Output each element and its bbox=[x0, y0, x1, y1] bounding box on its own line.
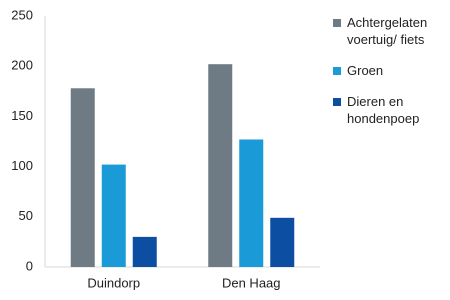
y-tick-label: 150 bbox=[11, 108, 33, 123]
legend-swatch bbox=[333, 19, 341, 27]
legend-item: Dieren en hondenpoep bbox=[333, 93, 448, 127]
bar bbox=[70, 88, 95, 268]
y-tick-label: 100 bbox=[11, 158, 33, 173]
bar bbox=[239, 139, 264, 267]
legend-label: Dieren en hondenpoep bbox=[347, 94, 420, 126]
legend-item: Achtergelaten voertuig/ fiets bbox=[333, 14, 448, 48]
legend-item: Groen bbox=[333, 62, 448, 79]
x-tick-label: Duindorp bbox=[87, 275, 140, 290]
legend-label: Groen bbox=[347, 63, 384, 78]
x-tick-label: Den Haag bbox=[222, 275, 281, 290]
bar bbox=[270, 217, 295, 267]
y-tick-label: 50 bbox=[19, 208, 33, 223]
y-tick-label: 0 bbox=[26, 258, 33, 273]
y-tick-label: 250 bbox=[11, 7, 33, 22]
legend-swatch bbox=[333, 67, 341, 75]
bar bbox=[208, 64, 233, 267]
legend-swatch bbox=[333, 98, 341, 106]
y-tick-label: 200 bbox=[11, 58, 33, 73]
bar bbox=[101, 164, 126, 267]
legend: Achtergelaten voertuig/ fiets Groen Dieren… bbox=[333, 14, 448, 141]
bar bbox=[132, 236, 157, 267]
legend-label: Achtergelaten voertuig/ fiets bbox=[347, 15, 428, 47]
